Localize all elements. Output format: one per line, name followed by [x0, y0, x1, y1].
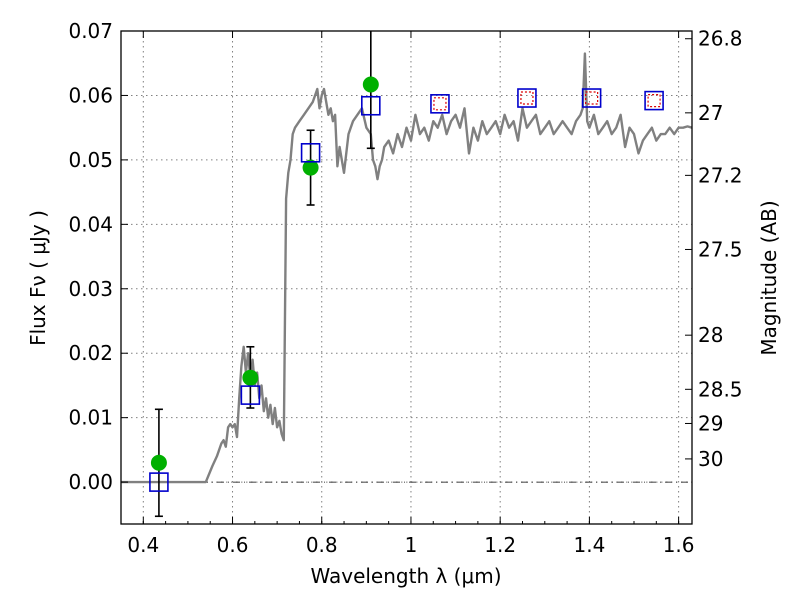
model-point [644, 90, 664, 111]
model-spectrum [121, 52, 693, 484]
observed-point [302, 159, 319, 176]
y-axis-label: Flux Fν ( μJy ) [26, 210, 50, 346]
model-point [430, 94, 450, 114]
red-square-point [520, 91, 534, 105]
model-point [361, 95, 381, 116]
y-tick-label: 0.04 [68, 212, 113, 236]
axis-ticks [121, 30, 692, 524]
y-tick-label: 0.07 [68, 19, 113, 43]
x-tick-label: 1.4 [573, 533, 605, 557]
right-tick-label: 28 [698, 323, 723, 347]
right-tick-label: 27 [698, 101, 723, 125]
y-tick-label: 0.01 [68, 406, 113, 430]
y-tick-label: 0.05 [68, 148, 113, 172]
x-tick-labels: 0.4 0.6 0.8 1 1.2 1.4 1.6 [127, 533, 694, 557]
y-tick-labels: 0.00 0.01 0.02 0.03 0.04 0.05 0.06 0.07 [68, 19, 113, 494]
x-tick-label: 1.2 [484, 533, 516, 557]
y-tick-label: 0.00 [68, 470, 113, 494]
model-point [517, 88, 537, 108]
observed-point [362, 76, 379, 93]
right-tick-label: 27.5 [698, 237, 743, 261]
right-tick-label: 29 [698, 411, 723, 435]
y-tick-label: 0.06 [68, 83, 113, 107]
y-tick-label: 0.03 [68, 277, 113, 301]
plot-frame [120, 30, 693, 525]
model-point [300, 143, 321, 163]
observed-point [150, 454, 167, 471]
model-point [240, 385, 261, 405]
x-tick-label: 0.4 [127, 533, 159, 557]
model-point [149, 472, 169, 492]
model-point [581, 88, 602, 108]
right-tick-label: 30 [698, 447, 723, 471]
x-tick-label: 1 [405, 533, 418, 557]
y-tick-label: 0.02 [68, 341, 113, 365]
right-tick-labels: 26.8 27 27.2 27.5 28 28.5 29 30 [698, 27, 743, 471]
right-tick-label: 26.8 [698, 27, 743, 51]
x-tick-label: 0.6 [217, 533, 249, 557]
observed-point [242, 369, 259, 386]
x-tick-label: 0.8 [306, 533, 338, 557]
red-square-point [585, 91, 599, 105]
x-axis-label: Wavelength λ (μm) [310, 564, 501, 588]
data-markers [149, 76, 664, 492]
right-axis-label: Magnitude (AB) [757, 200, 781, 355]
spectrum-line [121, 52, 693, 484]
red-square-point [647, 93, 661, 108]
red-square-point [433, 97, 447, 111]
right-tick-label: 28.5 [698, 377, 743, 401]
right-tick-label: 27.2 [698, 163, 743, 187]
x-tick-label: 1.6 [663, 533, 695, 557]
